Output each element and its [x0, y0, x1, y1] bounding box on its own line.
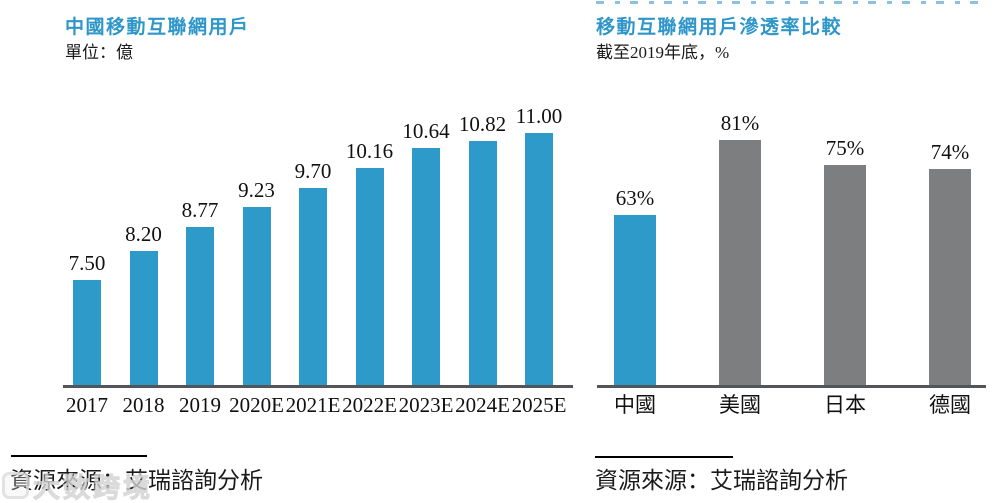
bar-group: 81% 美國 [719, 111, 761, 416]
left-chart-subtitle: 單位：億 [65, 43, 133, 62]
bar [355, 168, 384, 385]
left-chart-x-axis-line [63, 385, 573, 388]
left-chart-title: 中國移動互聯網用戶 [65, 17, 250, 38]
x-axis-label: 2018 [122, 393, 165, 417]
x-axis-label: 2025E [511, 393, 567, 417]
bar-group: 63% 中國 [614, 111, 656, 416]
bar-group: 9.23 2020E [229, 112, 284, 416]
bar [824, 165, 866, 385]
bar-value-label: 7.50 [68, 251, 106, 275]
x-axis-label: 2024E [455, 393, 510, 417]
bar [299, 188, 327, 385]
bar [525, 133, 553, 385]
bar [129, 251, 158, 385]
bar [412, 148, 440, 385]
x-axis-label: 中國 [614, 393, 656, 417]
bar-value-label: 63% [615, 186, 655, 210]
x-axis-label: 2022E [342, 393, 397, 417]
bar-value-label: 81% [720, 111, 760, 135]
bar-group: 8.77 2019 [179, 112, 221, 416]
bar-group: 10.16 2022E [342, 112, 397, 416]
right-chart-subtitle: 截至2019年底，% [596, 43, 730, 62]
left-chart-plot: 7.50 2017 8.20 2018 8.77 2019 9.23 2020E 9.70 202… [66, 106, 567, 416]
bar [719, 140, 761, 385]
right-chart-x-axis-line [597, 385, 986, 388]
bar [929, 169, 971, 385]
bar-group: 10.82 2024E [455, 112, 510, 416]
bar-value-label: 10.82 [458, 112, 507, 136]
x-axis-label: 2017 [66, 393, 108, 417]
bar-value-label: 8.77 [181, 198, 219, 222]
x-axis-label: 2020E [229, 393, 284, 417]
x-axis-label: 德國 [929, 393, 971, 417]
x-axis-label: 日本 [824, 393, 866, 417]
bar-value-label: 9.70 [294, 159, 332, 183]
bar-group: 10.64 2023E [399, 112, 454, 416]
cropped-text-remnant [596, 1, 988, 4]
bar-group: 74% 德國 [929, 111, 971, 416]
x-axis-label: 美國 [719, 393, 761, 417]
left-chart-source: 資源來源：艾瑞諮詢分析 [10, 468, 263, 493]
x-axis-label: 2021E [285, 393, 341, 417]
bar-value-label: 8.20 [125, 222, 162, 246]
left-footnote-rule [11, 455, 147, 457]
right-chart-title: 移動互聯網用戶滲透率比較 [596, 17, 843, 38]
bar-value-label: 9.23 [238, 178, 275, 202]
bar-group: 8.20 2018 [123, 112, 165, 416]
right-footnote-rule [595, 456, 733, 458]
bar-value-label: 10.64 [402, 119, 450, 143]
bar-group: 75% 日本 [824, 111, 866, 416]
bar-group: 7.50 2017 [66, 112, 108, 416]
bar-group: 9.70 2021E [286, 112, 341, 416]
bar-value-label: 75% [825, 136, 865, 160]
bar-group: 11.00 2025E [512, 106, 567, 416]
bar-value-label: 11.00 [515, 104, 563, 128]
x-axis-label: 2023E [398, 393, 454, 417]
bar-value-label: 10.16 [345, 139, 394, 163]
bar-value-label: 74% [930, 140, 970, 164]
bar [614, 215, 656, 385]
right-chart-source: 資源來源：艾瑞諮詢分析 [595, 468, 848, 493]
bar [186, 227, 214, 385]
right-chart-plot: 63% 中國 81% 美國 75% 日本 74% 德國 [614, 111, 971, 416]
bar [73, 280, 101, 385]
bar [468, 141, 497, 385]
bar [242, 207, 271, 385]
x-axis-label: 2019 [179, 393, 221, 417]
